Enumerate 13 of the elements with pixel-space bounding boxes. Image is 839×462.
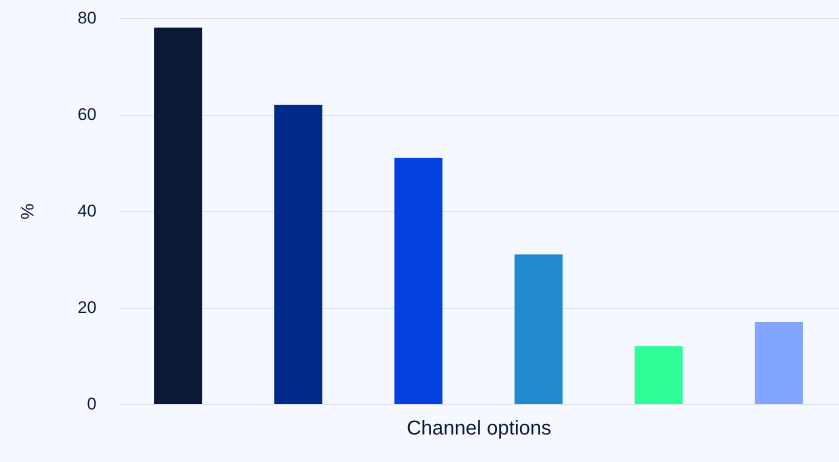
- bar: [154, 28, 202, 404]
- y-axis-title: %: [18, 203, 38, 220]
- bar: [274, 104, 322, 404]
- y-tick-label: 80: [78, 8, 96, 28]
- y-tick-label: 20: [78, 298, 96, 317]
- y-tick-label: 60: [78, 105, 96, 124]
- bar: [394, 158, 442, 404]
- bar: [634, 346, 683, 404]
- bar: [754, 322, 803, 404]
- x-axis-title: Channel options: [406, 418, 552, 440]
- y-tick-label: 0: [87, 394, 96, 414]
- y-tick-label: 40: [78, 202, 96, 220]
- bar: [514, 254, 563, 404]
